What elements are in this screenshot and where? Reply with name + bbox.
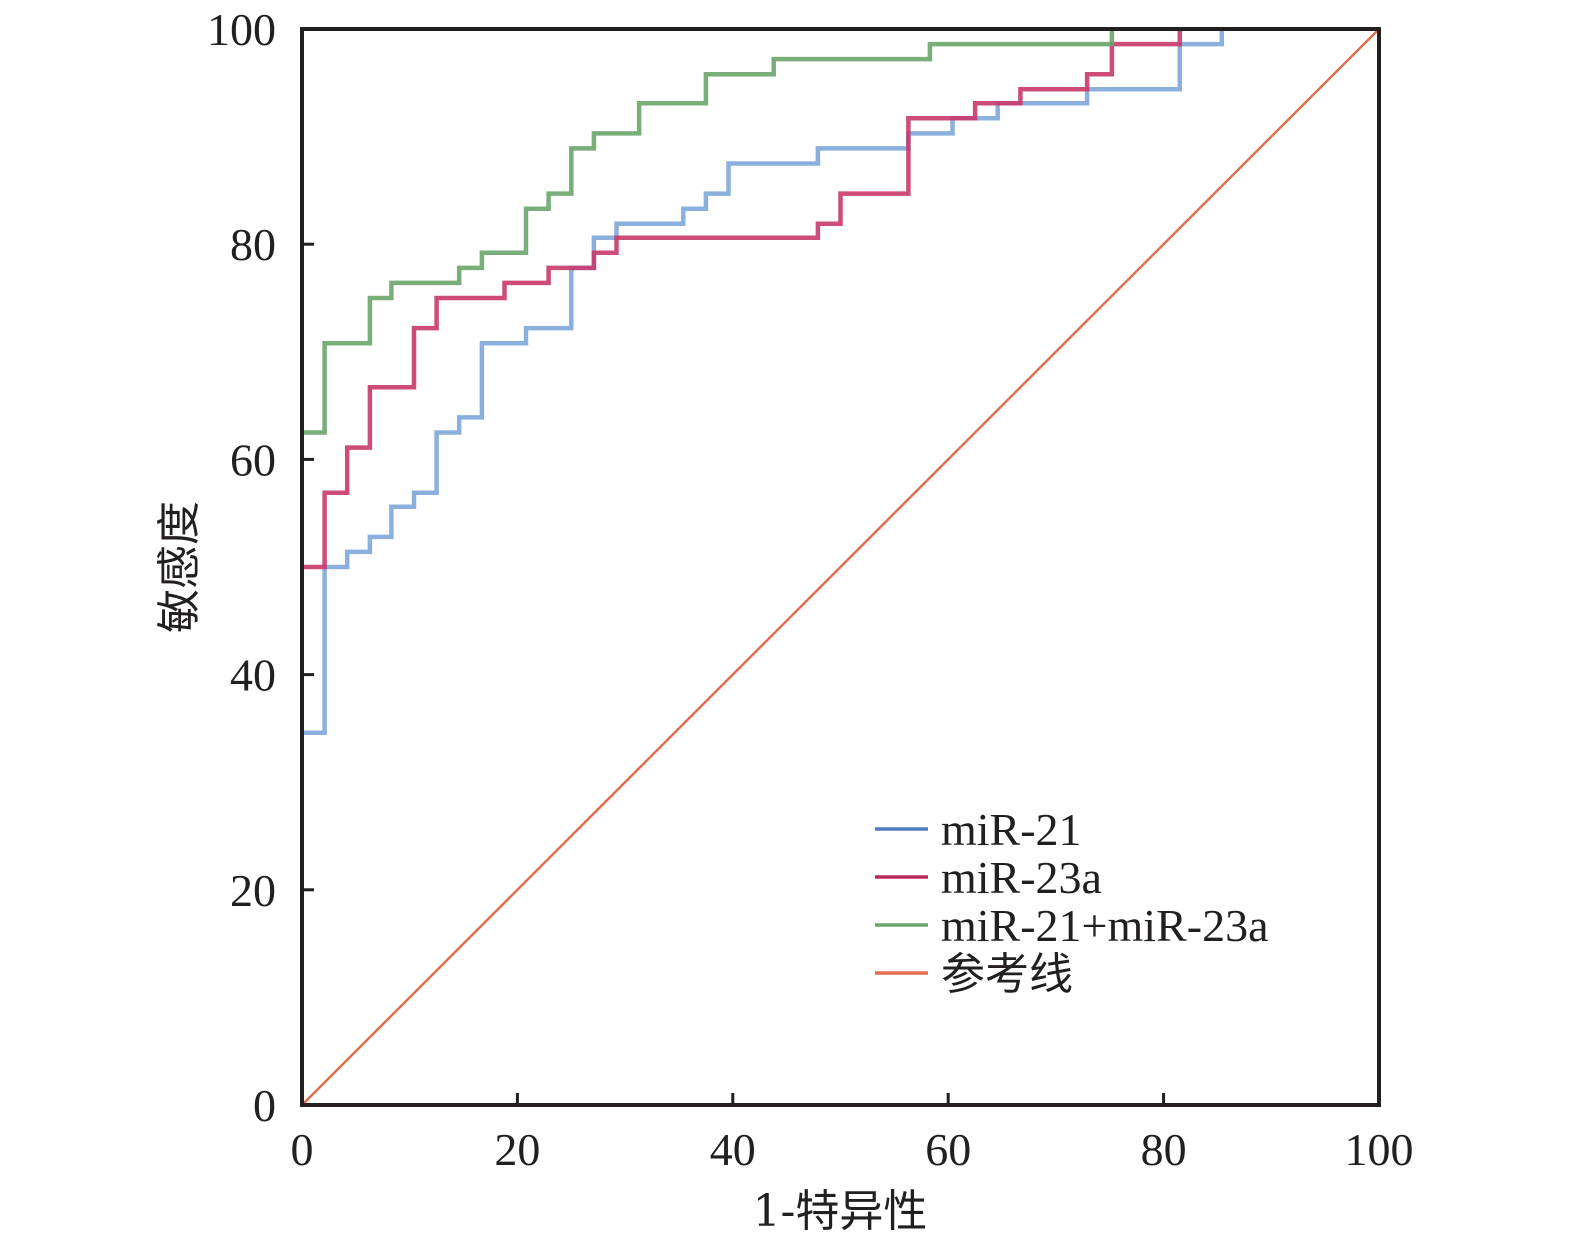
legend-label-mir-21: miR-21 — [941, 804, 1082, 855]
plot-frame — [300, 27, 1381, 1107]
series-layer — [301, 28, 1380, 1106]
y-tick-label: 80 — [230, 219, 276, 270]
series-line-mir-21 — [302, 29, 1225, 735]
y-tick-label: 40 — [230, 650, 276, 701]
y-tick-label: 0 — [253, 1080, 276, 1131]
legend-label-reference: 参考线 — [941, 949, 1073, 1000]
series-line-mir-21-mir-23a — [302, 29, 1115, 435]
series-line-reference — [301, 28, 1380, 1106]
y-tick-label: 100 — [207, 4, 276, 55]
x-tick-label: 60 — [925, 1124, 971, 1175]
series-line-mir-23a — [302, 29, 1183, 570]
x-axis-title: 1-特异性 — [753, 1186, 928, 1237]
ticks-layer — [302, 242, 1166, 1105]
legend-label-mir-21-mir-23a: miR-21+miR-23a — [941, 900, 1268, 951]
y-axis-title: 敏感度 — [154, 501, 205, 633]
x-tick-label: 0 — [291, 1124, 314, 1175]
x-tick-label: 100 — [1345, 1124, 1414, 1175]
y-tick-label: 20 — [230, 865, 276, 916]
legend-label-mir-23a: miR-23a — [941, 852, 1102, 903]
x-tick-label: 20 — [494, 1124, 540, 1175]
y-tick-label: 60 — [230, 434, 276, 485]
y-tick-labels: 0 20 40 60 80 100 — [207, 4, 276, 1131]
x-tick-label: 40 — [710, 1124, 756, 1175]
x-tick-label: 80 — [1141, 1124, 1187, 1175]
x-tick-labels: 0 20 40 60 80 100 — [291, 1124, 1414, 1175]
